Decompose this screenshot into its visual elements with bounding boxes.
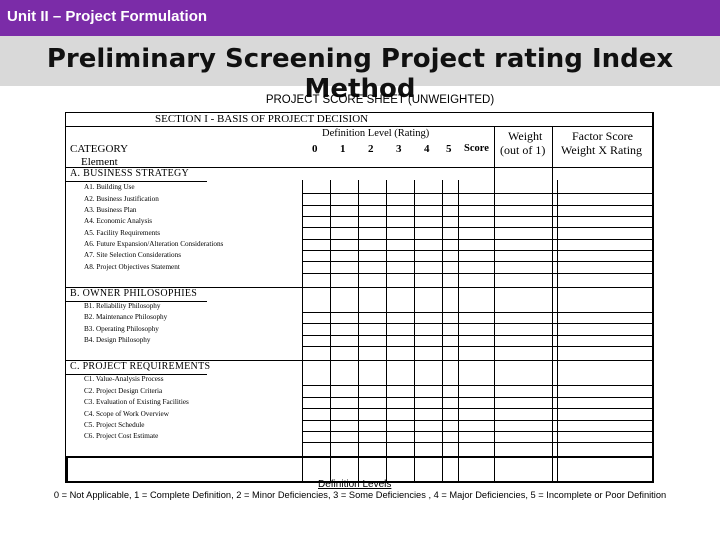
grid-column-line [442, 180, 443, 481]
table-left-border [65, 112, 66, 482]
row-divider [302, 193, 652, 194]
unit-title: Unit II – Project Formulation [7, 8, 208, 25]
weight-factor-divider [552, 127, 553, 181]
row-divider [302, 312, 652, 313]
element-row-b1: B1. Reliability Philosophy [84, 302, 161, 310]
factor-score-subheader: Weight X Rating [561, 143, 643, 157]
element-row-a3: A3. Business Plan [84, 206, 137, 214]
category-header: CATEGORY [70, 143, 129, 155]
section-heading-underline [65, 181, 207, 182]
definition-levels-label: Definition Levels [318, 479, 392, 490]
grid-column-line [358, 180, 359, 481]
rating-level-0: 0 [312, 143, 318, 155]
element-row-b4: B4. Design Philosophy [84, 336, 151, 344]
element-row-b3: B3. Operating Philosophy [84, 325, 159, 333]
section-end-rule [65, 287, 654, 288]
row-divider [302, 239, 652, 240]
totals-left-border [65, 456, 68, 482]
row-divider [302, 216, 652, 217]
definition-level-header: Definition Level (Rating) [322, 128, 430, 139]
element-row-a7: A7. Site Selection Considerations [84, 251, 182, 259]
row-divider [302, 227, 652, 228]
row-divider [302, 323, 652, 324]
row-divider [302, 205, 652, 206]
definition-levels-legend: 0 = Not Applicable, 1 = Complete Definit… [53, 490, 667, 500]
grid-column-line [552, 180, 553, 481]
element-row-a5: A5. Facility Requirements [84, 229, 161, 237]
row-divider [302, 250, 652, 251]
table-top-border [65, 112, 654, 113]
header-bottom-rule [65, 167, 654, 168]
row-divider [302, 273, 652, 274]
element-row-c2: C2. Project Design Criteria [84, 387, 163, 395]
grid-column-line [494, 180, 495, 481]
section-heading-underline [65, 374, 207, 375]
element-row-a6: A6. Future Expansion/Alteration Consider… [84, 240, 224, 248]
score-weight-divider [494, 127, 495, 181]
grid-column-line [458, 180, 459, 481]
element-row-a8: A8. Project Objectives Statement [84, 263, 180, 271]
row-divider [302, 420, 652, 421]
element-row-a4: A4. Economic Analysis [84, 217, 153, 225]
weight-header: Weight [508, 129, 543, 143]
element-row-c5: C5. Project Schedule [84, 421, 145, 429]
totals-top-rule [65, 456, 654, 458]
row-divider [302, 442, 652, 443]
element-header: Element [81, 156, 118, 168]
score-header: Score [464, 143, 489, 154]
weight-subheader: (out of 1) [500, 143, 546, 157]
row-divider [302, 408, 652, 409]
element-row-c6: C6. Project Cost Estimate [84, 432, 159, 440]
element-row-a2: A2. Business Justification [84, 195, 159, 203]
row-divider [302, 335, 652, 336]
grid-column-line [302, 180, 303, 481]
row-divider [302, 431, 652, 432]
table-bottom-border [65, 481, 654, 483]
row-divider [302, 261, 652, 262]
element-row-b2: B2. Maintenance Philosophy [84, 313, 168, 321]
element-row-a1: A1. Building Use [84, 183, 135, 191]
unit-header-bar: Unit II – Project Formulation [0, 0, 720, 36]
grid-column-line [386, 180, 387, 481]
row-divider [302, 346, 652, 347]
grid-column-line [652, 180, 653, 481]
rating-level-1: 1 [340, 143, 346, 155]
score-sheet-title: PROJECT SCORE SHEET (UNWEIGHTED) [265, 94, 495, 106]
section-end-rule [65, 360, 654, 361]
table-right-border [652, 112, 654, 482]
rating-level-2: 2 [368, 143, 374, 155]
factor-score-header: Factor Score [572, 129, 633, 143]
row-divider [302, 385, 652, 386]
element-row-c4: C4. Scope of Work Overview [84, 410, 169, 418]
section-title: SECTION I - BASIS OF PROJECT DECISION [155, 113, 369, 125]
section-header-rule [65, 126, 654, 127]
slide-title: Preliminary Screening Project rating Ind… [46, 44, 674, 104]
grid-column-line [557, 180, 558, 481]
element-row-c1: C1. Value-Analysis Process [84, 375, 164, 383]
rating-level-5: 5 [446, 143, 452, 155]
section-heading-c: C. PROJECT REQUIREMENTS [70, 361, 211, 372]
grid-column-line [414, 180, 415, 481]
grid-column-line [330, 180, 331, 481]
rating-level-4: 4 [424, 143, 430, 155]
element-row-c3: C3. Evaluation of Existing Facilities [84, 398, 189, 406]
section-heading-a: A. BUSINESS STRATEGY [70, 168, 190, 179]
rating-level-3: 3 [396, 143, 402, 155]
row-divider [302, 397, 652, 398]
section-heading-underline [65, 301, 207, 302]
slide-title-bar: Preliminary Screening Project rating Ind… [0, 36, 720, 104]
section-heading-b: B. OWNER PHILOSOPHIES [70, 288, 198, 299]
